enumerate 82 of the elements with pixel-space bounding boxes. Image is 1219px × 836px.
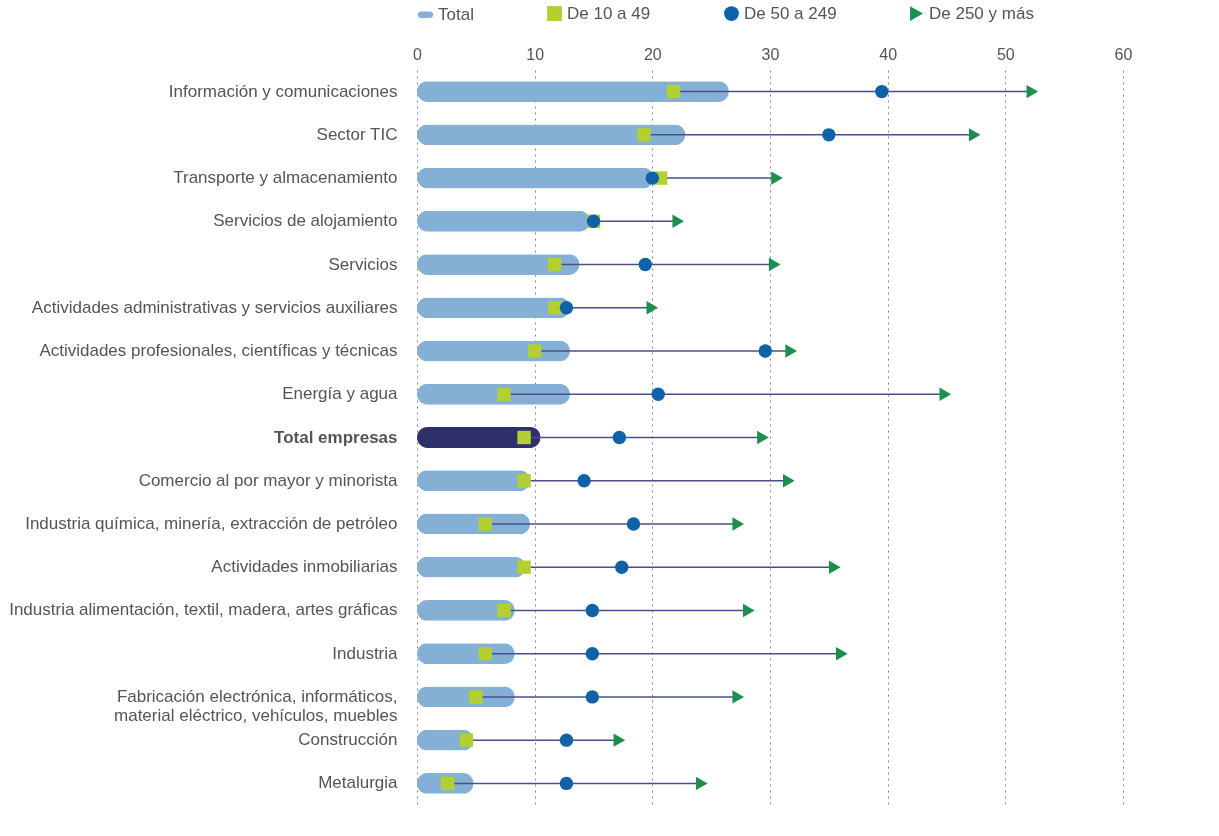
point <box>768 257 781 272</box>
bar <box>417 210 590 232</box>
point <box>497 387 511 401</box>
y-tick-label: Energía y agua <box>282 384 399 404</box>
legend-label: De 50 a 249 <box>744 3 837 23</box>
x-tick-label: 40 <box>879 45 898 63</box>
x-tick-label: 10 <box>526 45 545 63</box>
point <box>547 301 562 315</box>
y-tick-label: Fabricación electrónica, informáticos, material eléctrico, vehículos, muebles <box>114 686 398 725</box>
point <box>783 474 795 488</box>
point <box>758 344 772 358</box>
point <box>646 301 659 315</box>
point <box>585 646 600 661</box>
point <box>757 430 769 445</box>
point <box>828 560 841 574</box>
y-tick-label: Transporte y almacenamiento <box>173 168 398 188</box>
point <box>469 690 483 704</box>
point <box>626 517 641 531</box>
y-tick-label: Comercio al por mayor y minorista <box>138 470 399 490</box>
point <box>651 387 665 401</box>
point <box>547 257 562 272</box>
point <box>577 474 591 488</box>
bar <box>417 383 570 405</box>
y-tick-label: Industria química, minería, extracción de petróleo <box>25 513 398 533</box>
point <box>585 603 600 618</box>
y-tick-label: Servicios de alojamiento <box>213 211 398 231</box>
bar <box>417 124 686 146</box>
y-tick-label: Sector TIC <box>316 124 398 144</box>
y-tick-label: Actividades profesionales, científicas y técnicas <box>39 341 398 361</box>
point <box>638 257 652 272</box>
point <box>743 603 755 618</box>
y-tick-label: Servicios <box>328 254 398 274</box>
point <box>732 690 745 704</box>
point <box>612 430 627 445</box>
y-tick-label: Información y comunicaciones <box>168 81 398 101</box>
point <box>517 560 531 574</box>
point <box>585 690 600 704</box>
bar <box>417 254 580 275</box>
point <box>666 84 681 99</box>
y-tick-label: Actividades administrativas y servicios auxiliares <box>31 297 398 317</box>
point <box>968 128 981 142</box>
y-tick-label: Actividades inmobiliarias <box>211 557 398 577</box>
point <box>771 171 783 185</box>
y-tick-label: Metalurgia <box>318 773 399 793</box>
bar <box>417 81 729 102</box>
y-tick-label: Total empresas <box>274 427 398 447</box>
point <box>527 344 542 358</box>
y-tick-label: Industria alimentación, textil, madera, artes gráficas <box>9 600 398 620</box>
x-tick-label: 0 <box>413 45 423 63</box>
x-tick-label: 50 <box>996 45 1015 63</box>
y-tick-label: Industria <box>332 643 399 663</box>
point <box>559 301 574 315</box>
point <box>875 84 889 99</box>
point <box>645 171 660 185</box>
point <box>615 560 629 574</box>
point <box>672 214 685 229</box>
point <box>637 128 651 142</box>
legend-label: Total <box>438 4 474 24</box>
point <box>822 128 836 142</box>
point <box>613 733 626 747</box>
point <box>1026 84 1039 99</box>
point <box>835 646 848 661</box>
point <box>939 387 952 401</box>
point <box>559 776 574 791</box>
legend-label: De 10 a 49 <box>567 3 651 23</box>
point <box>459 733 474 747</box>
x-tick-label: 60 <box>1114 45 1133 63</box>
bar <box>417 427 541 448</box>
point <box>785 344 797 358</box>
point <box>695 776 708 791</box>
point <box>517 430 531 445</box>
point <box>478 517 492 531</box>
y-tick-label: Construcción <box>298 730 398 750</box>
point <box>559 733 574 747</box>
point <box>517 474 531 488</box>
point <box>478 646 492 661</box>
legend-label: De 250 y más <box>929 3 1034 23</box>
x-tick-label: 30 <box>761 45 780 63</box>
point <box>732 517 745 531</box>
x-tick-label: 20 <box>643 45 662 63</box>
bar <box>417 340 570 362</box>
point <box>497 603 511 618</box>
